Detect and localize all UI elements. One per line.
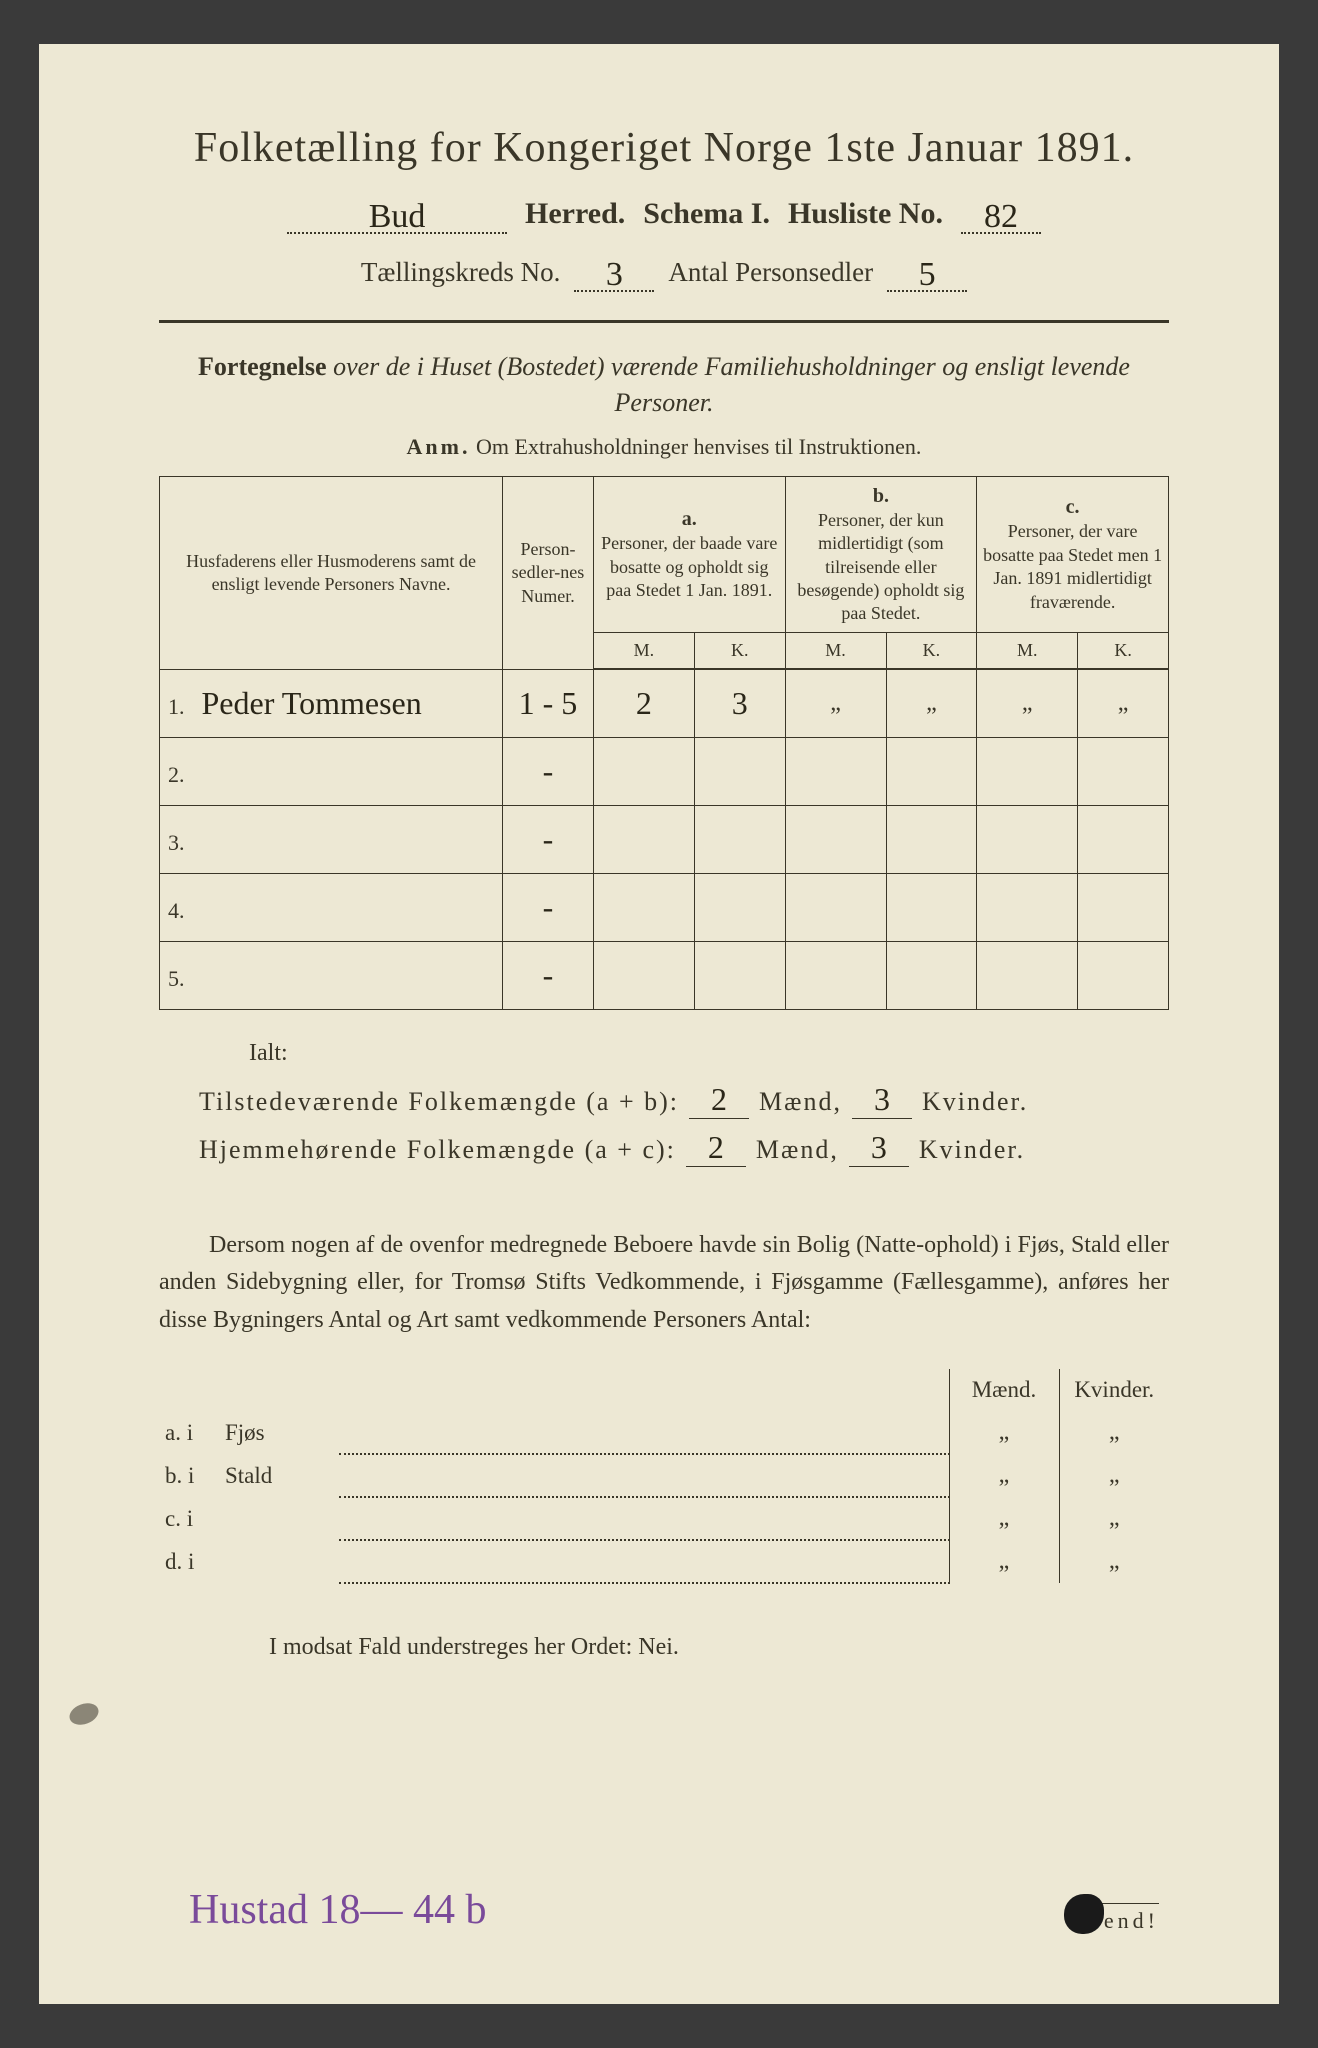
bt-head-m: Mænd. xyxy=(949,1369,1059,1411)
col-c-m: M. xyxy=(977,632,1078,668)
building-table: Mænd. Kvinder. a. iFjøs„„b. iStald„„c. i… xyxy=(159,1369,1169,1584)
name-cell: 3. xyxy=(160,806,503,874)
name-cell: 5. xyxy=(160,942,503,1010)
col-b-m: M. xyxy=(785,632,886,668)
num-cell: - xyxy=(503,738,594,806)
bt-head-k: Kvinder. xyxy=(1059,1369,1169,1411)
table-row: 2. - xyxy=(160,738,1169,806)
name-cell: 4. xyxy=(160,874,503,942)
building-row: d. i„„ xyxy=(159,1540,1169,1583)
building-paragraph: Dersom nogen af de ovenfor medregnede Be… xyxy=(159,1227,1169,1339)
ink-smudge xyxy=(66,1699,101,1728)
num-cell: - xyxy=(503,806,594,874)
herred-label: Herred. xyxy=(525,197,625,231)
herred-field: Bud xyxy=(287,194,507,234)
footer: Hustad 18— 44 b Vend! xyxy=(189,1886,1159,1934)
building-row: c. i„„ xyxy=(159,1497,1169,1540)
header-line-2: Tællingskreds No. 3 Antal Personsedler 5 xyxy=(159,252,1169,292)
subtitle: Fortegnelse over de i Huset (Bostedet) v… xyxy=(159,349,1169,422)
table-row: 4. - xyxy=(160,874,1169,942)
col-a-k: K. xyxy=(694,632,785,668)
col-c-k: K. xyxy=(1078,632,1169,668)
col-b-k: K. xyxy=(886,632,977,668)
antal-field: 5 xyxy=(887,252,967,292)
num-cell: - xyxy=(503,874,594,942)
building-row: a. iFjøs„„ xyxy=(159,1411,1169,1454)
kreds-field: 3 xyxy=(574,252,654,292)
main-table: Husfaderens eller Husmoderens samt de en… xyxy=(159,476,1169,1010)
antal-label: Antal Personsedler xyxy=(668,257,873,288)
annotation: Anm. Om Extrahusholdninger henvises til … xyxy=(159,434,1169,460)
census-form-page: Folketælling for Kongeriget Norge 1ste J… xyxy=(39,44,1279,2004)
schema-label: Schema I. xyxy=(643,197,770,231)
col-a-m: M. xyxy=(593,632,694,668)
table-row: 5. - xyxy=(160,942,1169,1010)
totals-line-1: Tilstedeværende Folkemængde (a + b): 2 M… xyxy=(199,1081,1169,1119)
page-title: Folketælling for Kongeriget Norge 1ste J… xyxy=(159,124,1169,172)
kreds-label: Tællingskreds No. xyxy=(361,257,561,288)
col-header-persons: Husfaderens eller Husmoderens samt de en… xyxy=(160,476,503,669)
husliste-field: 82 xyxy=(961,194,1041,234)
col-header-num: Person-sedler-nes Numer. xyxy=(503,476,594,669)
num-cell: - xyxy=(503,942,594,1010)
col-header-b: b. Personer, der kun midlertidigt (som t… xyxy=(785,476,977,632)
divider xyxy=(159,320,1169,323)
nei-line: I modsat Fald understreges her Ordet: Ne… xyxy=(269,1634,1169,1661)
footer-handwriting: Hustad 18— 44 b xyxy=(189,1886,487,1934)
totals-line-2: Hjemmehørende Folkemængde (a + c): 2 Mæn… xyxy=(199,1129,1169,1167)
building-row: b. iStald„„ xyxy=(159,1454,1169,1497)
husliste-label: Husliste No. xyxy=(788,197,943,231)
col-header-c: c. Personer, der vare bosatte paa Stedet… xyxy=(977,476,1169,632)
table-row: 3. - xyxy=(160,806,1169,874)
ink-blot xyxy=(1064,1894,1104,1934)
table-row: 1. Peder Tommesen1 - 523„„„„ xyxy=(160,670,1169,738)
name-cell: 2. xyxy=(160,738,503,806)
num-cell: 1 - 5 xyxy=(503,670,594,738)
header-line-1: Bud Herred. Schema I. Husliste No. 82 xyxy=(159,194,1169,234)
name-cell: 1. Peder Tommesen xyxy=(160,670,503,738)
ialt-label: Ialt: xyxy=(249,1040,1169,1067)
col-header-a: a. Personer, der baade vare bosatte og o… xyxy=(593,476,785,632)
